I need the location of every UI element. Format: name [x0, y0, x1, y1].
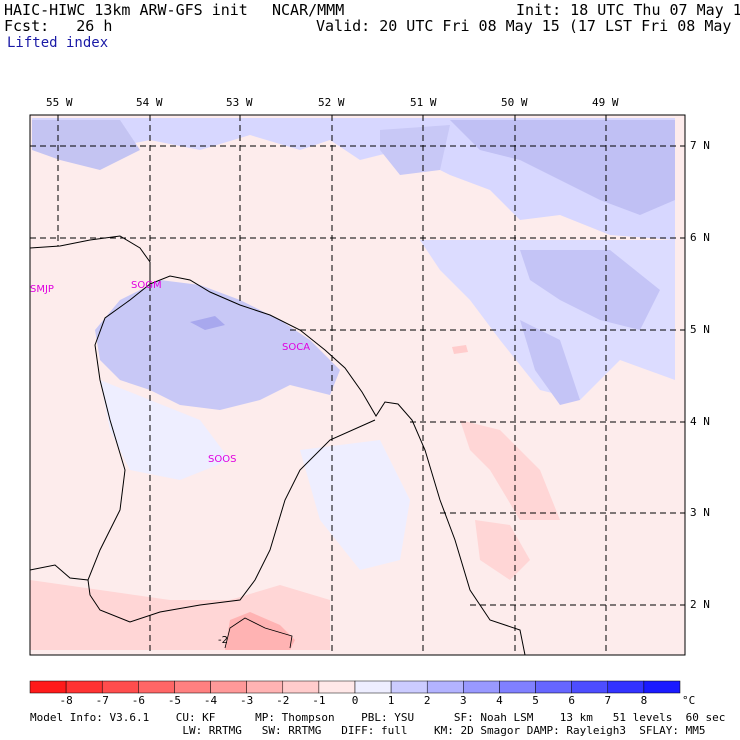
colorbar-tick-label: 7: [604, 694, 611, 707]
colorbar-tick-label: -2: [276, 694, 289, 707]
init-time: Init: 18 UTC Thu 07 May 15: [516, 1, 740, 19]
lat-label: 2 N: [690, 598, 710, 611]
colorbar-swatch: [535, 680, 572, 694]
colorbar-swatch: [463, 680, 500, 694]
colorbar-swatch: [65, 680, 103, 694]
colorbar-swatch: [426, 680, 464, 694]
border-guyana-suriname: [87, 283, 376, 623]
colorbar: -8 -7 -6 -5 -4 -3 -2 -1 0 1 2 3 4 5 6 7 8 °C: [29, 680, 695, 707]
station-label: SOCA: [282, 342, 310, 353]
lon-label: 51 W: [410, 96, 437, 109]
lat-label: 3 N: [690, 506, 710, 519]
latlon-grid: [30, 115, 685, 655]
colorbar-tick-label: 4: [496, 694, 503, 707]
colorbar-tick-label: 0: [352, 694, 359, 707]
colorbar-swatch: [607, 680, 645, 694]
colorbar-swatch: [138, 680, 175, 694]
colorbar-tick-label: -8: [59, 694, 72, 707]
unstable-region-east: [460, 420, 560, 520]
colorbar-tick-label: -1: [312, 694, 325, 707]
colorbar-swatch: [101, 680, 139, 694]
contour-label: -2: [218, 635, 228, 646]
stable-band-3: [380, 125, 450, 175]
colorbar-swatch: [499, 680, 536, 694]
lat-label: 4 N: [690, 415, 710, 428]
stable-band-1: [450, 120, 675, 215]
colorbar-swatch: [354, 680, 392, 694]
colorbar-swatch: [318, 680, 356, 694]
model-info-line2: LW: RRTMG SW: RRTMG DIFF: full KM: 2D Sm…: [30, 724, 706, 737]
colorbar-tick-label: 1: [388, 694, 395, 707]
colorbar-swatch: [643, 680, 681, 694]
coastline: [29, 235, 526, 656]
lon-label: 52 W: [318, 96, 345, 109]
colorbar-unit: °C: [682, 694, 695, 707]
colorbar-swatch: [571, 680, 609, 694]
lat-label: 6 N: [690, 231, 710, 244]
colorbar-tick-label: 8: [641, 694, 648, 707]
unstable-spot: [452, 345, 468, 354]
lon-label: 55 W: [46, 96, 73, 109]
model-title: HAIC-HIWC 13km ARW-GFS init: [4, 1, 248, 19]
stable-core: [190, 316, 225, 330]
field-name: Lifted index: [7, 35, 109, 51]
stable-region-interior: [95, 280, 340, 410]
colorbar-swatch: [29, 680, 67, 694]
coastlines: [29, 235, 526, 656]
colorbar-swatch: [174, 680, 211, 694]
border-southwest: [29, 564, 89, 581]
lon-label: 49 W: [592, 96, 619, 109]
colorbar-swatch: [390, 680, 428, 694]
map-frame: [29, 114, 686, 656]
colorbar-tick-label: -3: [240, 694, 253, 707]
unstable-region-east-2: [475, 520, 530, 580]
colorbar-tick-label: -6: [132, 694, 145, 707]
lon-label: 50 W: [501, 96, 528, 109]
colorbar-tick-label: 2: [424, 694, 431, 707]
stable-band-4: [520, 320, 580, 405]
model-info-line1: Model Info: V3.6.1 CU: KF MP: Thompson P…: [30, 711, 726, 724]
station-label: SMJP: [30, 284, 54, 295]
colorbar-swatch: [246, 680, 284, 694]
lat-label: 5 N: [690, 323, 710, 336]
organization: NCAR/MMM: [272, 1, 345, 19]
colorbar-swatch: [282, 680, 320, 694]
contour-minus-2: [224, 617, 293, 649]
stable-band-2: [520, 250, 660, 330]
neutral-region-interior: [100, 380, 230, 480]
station-label: SOOS: [208, 454, 236, 465]
valid-time: Valid: 20 UTC Fri 08 May 15 (17 LST Fri …: [316, 17, 740, 35]
neutral-region-south: [300, 440, 410, 570]
lat-label: 7 N: [690, 139, 710, 152]
stable-band-nw: [32, 120, 140, 170]
colorbar-tick-label: -4: [204, 694, 218, 707]
lon-label: 53 W: [226, 96, 253, 109]
colorbar-tick-label: 5: [532, 694, 539, 707]
colorbar-tick-label: -5: [168, 694, 181, 707]
station-label: SOGM: [131, 280, 162, 291]
colorbar-tick-label: 3: [460, 694, 467, 707]
colorbar-tick-label: -7: [96, 694, 109, 707]
lon-label: 54 W: [136, 96, 163, 109]
unstable-core-south: [225, 612, 295, 650]
forecast-hour: Fcst: 26 h: [4, 17, 113, 35]
colorbar-tick-label: 6: [568, 694, 575, 707]
colorbar-swatch: [210, 680, 247, 694]
